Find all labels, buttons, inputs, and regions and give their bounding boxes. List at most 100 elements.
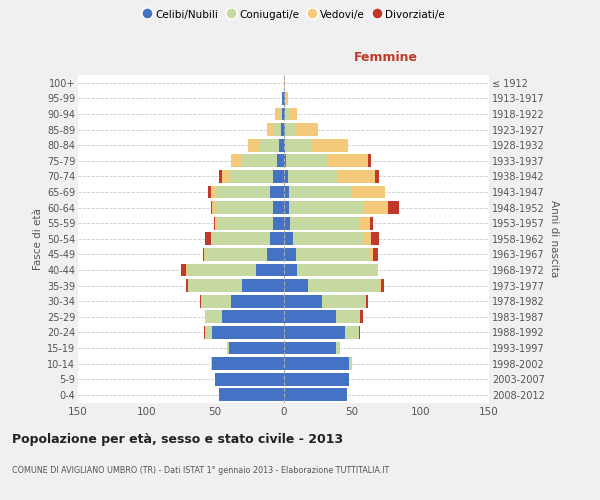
- Bar: [284, 92, 285, 105]
- Bar: [215, 372, 284, 386]
- Bar: [212, 201, 215, 214]
- Bar: [360, 310, 363, 323]
- Bar: [284, 248, 296, 260]
- Bar: [289, 108, 297, 120]
- Bar: [272, 201, 284, 214]
- Bar: [284, 232, 293, 245]
- Bar: [359, 217, 370, 230]
- Bar: [284, 170, 287, 183]
- Bar: [322, 294, 366, 308]
- Bar: [345, 326, 359, 338]
- Bar: [370, 217, 373, 230]
- Bar: [203, 248, 204, 260]
- Bar: [285, 108, 289, 120]
- Bar: [282, 92, 284, 105]
- Bar: [284, 294, 322, 308]
- Bar: [218, 217, 272, 230]
- Y-axis label: Anni di nascita: Anni di nascita: [548, 200, 559, 278]
- Bar: [280, 108, 282, 120]
- Bar: [215, 201, 272, 214]
- Bar: [296, 248, 370, 260]
- Bar: [181, 264, 186, 276]
- Bar: [277, 154, 284, 167]
- Bar: [312, 139, 348, 151]
- Bar: [232, 294, 284, 308]
- Bar: [270, 186, 284, 198]
- Bar: [284, 154, 286, 167]
- Bar: [227, 342, 229, 354]
- Bar: [284, 123, 285, 136]
- Bar: [377, 264, 378, 276]
- Bar: [284, 108, 285, 120]
- Y-axis label: Fasce di età: Fasce di età: [32, 208, 43, 270]
- Bar: [205, 326, 212, 338]
- Bar: [370, 248, 373, 260]
- Bar: [284, 217, 290, 230]
- Bar: [211, 357, 212, 370]
- Bar: [337, 170, 375, 183]
- Bar: [284, 326, 345, 338]
- Bar: [272, 170, 284, 183]
- Bar: [267, 248, 284, 260]
- Bar: [368, 154, 371, 167]
- Bar: [308, 279, 379, 292]
- Bar: [205, 248, 267, 260]
- Bar: [186, 279, 188, 292]
- Bar: [259, 139, 280, 151]
- Bar: [381, 279, 383, 292]
- Bar: [285, 92, 287, 105]
- Bar: [272, 217, 284, 230]
- Bar: [242, 279, 284, 292]
- Bar: [186, 264, 188, 276]
- Bar: [284, 186, 289, 198]
- Bar: [270, 232, 284, 245]
- Text: Femmine: Femmine: [354, 50, 418, 64]
- Bar: [205, 310, 222, 323]
- Bar: [284, 357, 349, 370]
- Bar: [222, 310, 284, 323]
- Bar: [215, 217, 218, 230]
- Bar: [256, 264, 284, 276]
- Bar: [267, 123, 274, 136]
- Legend: Celibi/Nubili, Coniugati/e, Vedovi/e, Divorziati/e: Celibi/Nubili, Coniugati/e, Vedovi/e, Di…: [139, 5, 449, 24]
- Bar: [212, 232, 270, 245]
- Bar: [285, 139, 312, 151]
- Bar: [204, 326, 205, 338]
- Bar: [364, 232, 371, 245]
- Bar: [287, 170, 337, 183]
- Bar: [284, 310, 335, 323]
- Bar: [359, 326, 360, 338]
- Bar: [284, 388, 347, 401]
- Bar: [229, 170, 272, 183]
- Bar: [215, 186, 270, 198]
- Bar: [188, 264, 256, 276]
- Bar: [289, 186, 352, 198]
- Bar: [293, 232, 364, 245]
- Bar: [375, 170, 379, 183]
- Bar: [284, 372, 349, 386]
- Bar: [281, 123, 284, 136]
- Bar: [284, 342, 335, 354]
- Bar: [280, 139, 284, 151]
- Bar: [211, 186, 215, 198]
- Bar: [229, 342, 284, 354]
- Bar: [242, 154, 277, 167]
- Bar: [297, 264, 377, 276]
- Bar: [284, 201, 289, 214]
- Bar: [208, 186, 211, 198]
- Bar: [188, 279, 242, 292]
- Bar: [204, 248, 205, 260]
- Bar: [219, 388, 284, 401]
- Bar: [219, 170, 222, 183]
- Bar: [284, 264, 297, 276]
- Bar: [379, 279, 381, 292]
- Bar: [285, 123, 296, 136]
- Bar: [275, 108, 280, 120]
- Bar: [289, 201, 363, 214]
- Bar: [214, 217, 215, 230]
- Bar: [366, 294, 368, 308]
- Bar: [284, 279, 308, 292]
- Bar: [371, 232, 379, 245]
- Bar: [284, 76, 285, 89]
- Bar: [290, 217, 359, 230]
